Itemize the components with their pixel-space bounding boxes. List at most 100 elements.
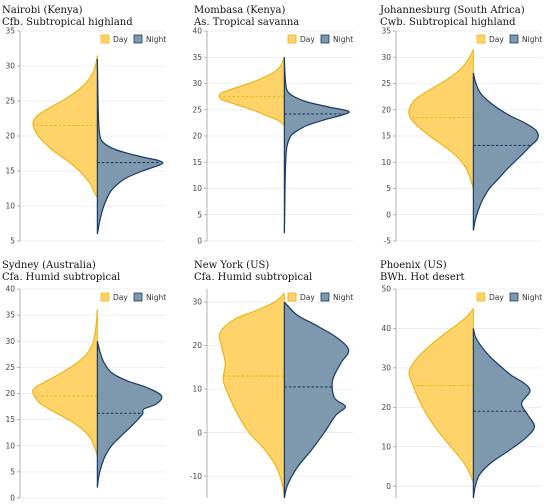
- y-tick-label: 0: [197, 428, 202, 437]
- legend-day-swatch: [287, 292, 297, 302]
- legend-day-label: Day: [113, 35, 128, 44]
- y-tick-label: 10: [5, 441, 15, 450]
- legend-day-label: Day: [489, 35, 504, 44]
- y-tick-label: 30: [381, 53, 391, 62]
- night-violin-body: [97, 59, 163, 234]
- legend-night-label: Night: [522, 35, 542, 44]
- panel-5: New York (US)Cfa. Humid subtropical -10 0 1…: [190, 260, 353, 499]
- night-violin-body: [473, 328, 535, 498]
- panel-title-location: New York (US): [194, 260, 269, 271]
- night-violin-body: [97, 341, 162, 488]
- night-violin-body: [284, 302, 349, 498]
- y-tick-label: 35: [192, 53, 202, 62]
- legend-night-label: Night: [146, 293, 166, 302]
- night-violin-outline: [283, 57, 350, 234]
- y-tick-label: 15: [381, 132, 391, 141]
- day-violin-body: [32, 309, 98, 457]
- night-violin-outline: [472, 72, 539, 231]
- y-tick-label: 20: [192, 341, 202, 350]
- y-tick-label: 30: [192, 79, 202, 88]
- legend-day-swatch: [287, 34, 297, 44]
- y-tick-label: 15: [5, 167, 15, 176]
- y-tick-label: 0: [386, 210, 391, 219]
- panel-4: Sydney (Australia)Cfa. Humid subtropical…: [2, 260, 166, 503]
- panel-title-location: Nairobi (Kenya): [2, 5, 83, 16]
- day-violin-outline: [218, 292, 285, 499]
- panel-1: Nairobi (Kenya)Cfb. Subtropical highland…: [2, 5, 166, 246]
- panel-2: Mombasa (Kenya)As. Tropical savanna 0 5 10 1…: [192, 5, 353, 246]
- y-tick-label: 30: [192, 298, 202, 307]
- day-violin-body: [408, 49, 474, 189]
- y-tick-label: 20: [381, 403, 391, 412]
- y-tick-label: 20: [5, 389, 15, 398]
- legend: Day Night: [287, 34, 353, 44]
- legend-day-label: Day: [113, 293, 128, 302]
- y-tick-label: 25: [5, 97, 15, 106]
- legend: Day Night: [287, 292, 353, 302]
- y-tick-label: 35: [5, 27, 15, 36]
- y-tick-label: 5: [386, 184, 391, 193]
- y-tick-label: 10: [192, 184, 202, 193]
- day-violin-outline: [408, 308, 474, 483]
- panel-title-climate: Cfb. Subtropical highland: [2, 17, 133, 28]
- y-tick-label: 20: [192, 132, 202, 141]
- legend-day-label: Day: [300, 35, 315, 44]
- legend: Day Night: [100, 292, 166, 302]
- legend-night-swatch: [320, 34, 330, 44]
- y-tick-label: 10: [5, 202, 15, 211]
- night-violin-body: [284, 57, 350, 234]
- y-tick-label: 10: [381, 158, 391, 167]
- panel-title-climate: Cfa. Humid subtropical: [194, 272, 312, 283]
- y-tick-label: 30: [5, 337, 15, 346]
- y-tick-label: 20: [381, 105, 391, 114]
- panel-6: Phoenix (US)BWh. Hot desert 0 10 20 30 40 50 Da…: [380, 260, 542, 499]
- y-tick-label: 25: [381, 79, 391, 88]
- day-violin-body: [32, 55, 98, 198]
- legend: Day Night: [476, 292, 542, 302]
- night-violin-outline: [283, 301, 350, 499]
- panel-title-location: Phoenix (US): [380, 260, 447, 271]
- legend-night-label: Night: [333, 35, 353, 44]
- legend-night-label: Night: [333, 293, 353, 302]
- legend-night-swatch: [509, 34, 519, 44]
- day-violin-body: [218, 57, 285, 126]
- y-tick-label: 35: [5, 311, 15, 320]
- y-tick-label: 30: [381, 363, 391, 372]
- panel-title-climate: As. Tropical savanna: [193, 17, 299, 28]
- legend-day-label: Day: [300, 293, 315, 302]
- y-tick-label: 30: [5, 62, 15, 71]
- y-tick-label: 5: [10, 467, 15, 476]
- day-violin-outline: [32, 55, 98, 198]
- y-tick-label: 20: [5, 132, 15, 141]
- legend-day-swatch: [476, 292, 486, 302]
- panel-title-climate: Cfa. Humid subtropical: [2, 272, 120, 283]
- day-violin-outline: [408, 49, 474, 189]
- legend: Day Night: [476, 34, 542, 44]
- y-tick-label: 25: [192, 105, 202, 114]
- y-tick-label: 40: [192, 27, 202, 36]
- night-violin-outline: [472, 328, 536, 499]
- legend-night-swatch: [133, 292, 143, 302]
- legend-night-swatch: [133, 34, 143, 44]
- y-tick-label: -10: [190, 472, 202, 481]
- y-tick-label: 0: [386, 482, 391, 491]
- legend-night-swatch: [509, 292, 519, 302]
- legend-night-swatch: [320, 292, 330, 302]
- panel-title-climate: BWh. Hot desert: [380, 272, 465, 283]
- day-violin-body: [409, 308, 474, 483]
- y-tick-label: 25: [5, 363, 15, 372]
- y-tick-label: 15: [5, 415, 15, 424]
- y-tick-label: 15: [192, 158, 202, 167]
- y-tick-label: 10: [381, 442, 391, 451]
- y-tick-label: 40: [5, 285, 15, 294]
- day-violin-outline: [218, 57, 285, 126]
- legend: Day Night: [100, 34, 166, 44]
- panel-title-location: Johannesburg (South Africa): [379, 5, 525, 16]
- y-tick-label: 5: [197, 210, 202, 219]
- y-tick-label: 5: [10, 237, 15, 246]
- y-tick-label: 50: [381, 285, 391, 294]
- night-violin-outline: [96, 58, 164, 235]
- night-violin-body: [473, 73, 539, 231]
- y-tick-label: 40: [381, 324, 391, 333]
